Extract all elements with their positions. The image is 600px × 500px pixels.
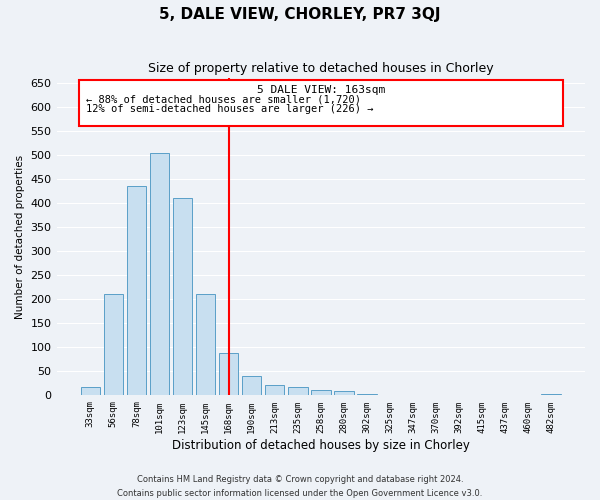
Text: Contains HM Land Registry data © Crown copyright and database right 2024.
Contai: Contains HM Land Registry data © Crown c… xyxy=(118,476,482,498)
Title: Size of property relative to detached houses in Chorley: Size of property relative to detached ho… xyxy=(148,62,494,76)
Bar xyxy=(288,387,308,396)
Bar xyxy=(80,387,100,396)
Bar xyxy=(149,152,169,396)
Bar xyxy=(265,385,284,396)
Bar xyxy=(311,390,331,396)
Bar xyxy=(79,80,563,126)
Text: ← 88% of detached houses are smaller (1,720): ← 88% of detached houses are smaller (1,… xyxy=(86,95,361,105)
Bar xyxy=(541,394,561,396)
Bar xyxy=(242,376,262,396)
Bar xyxy=(219,353,238,396)
Text: 5, DALE VIEW, CHORLEY, PR7 3QJ: 5, DALE VIEW, CHORLEY, PR7 3QJ xyxy=(159,8,441,22)
Text: 12% of semi-detached houses are larger (226) →: 12% of semi-detached houses are larger (… xyxy=(86,104,373,114)
Y-axis label: Number of detached properties: Number of detached properties xyxy=(15,154,25,319)
Bar xyxy=(357,394,377,396)
Bar xyxy=(104,294,123,396)
Text: 5 DALE VIEW: 163sqm: 5 DALE VIEW: 163sqm xyxy=(257,86,385,96)
X-axis label: Distribution of detached houses by size in Chorley: Distribution of detached houses by size … xyxy=(172,440,470,452)
Bar xyxy=(127,186,146,396)
Bar xyxy=(334,390,353,396)
Bar xyxy=(196,294,215,396)
Bar xyxy=(173,198,193,396)
